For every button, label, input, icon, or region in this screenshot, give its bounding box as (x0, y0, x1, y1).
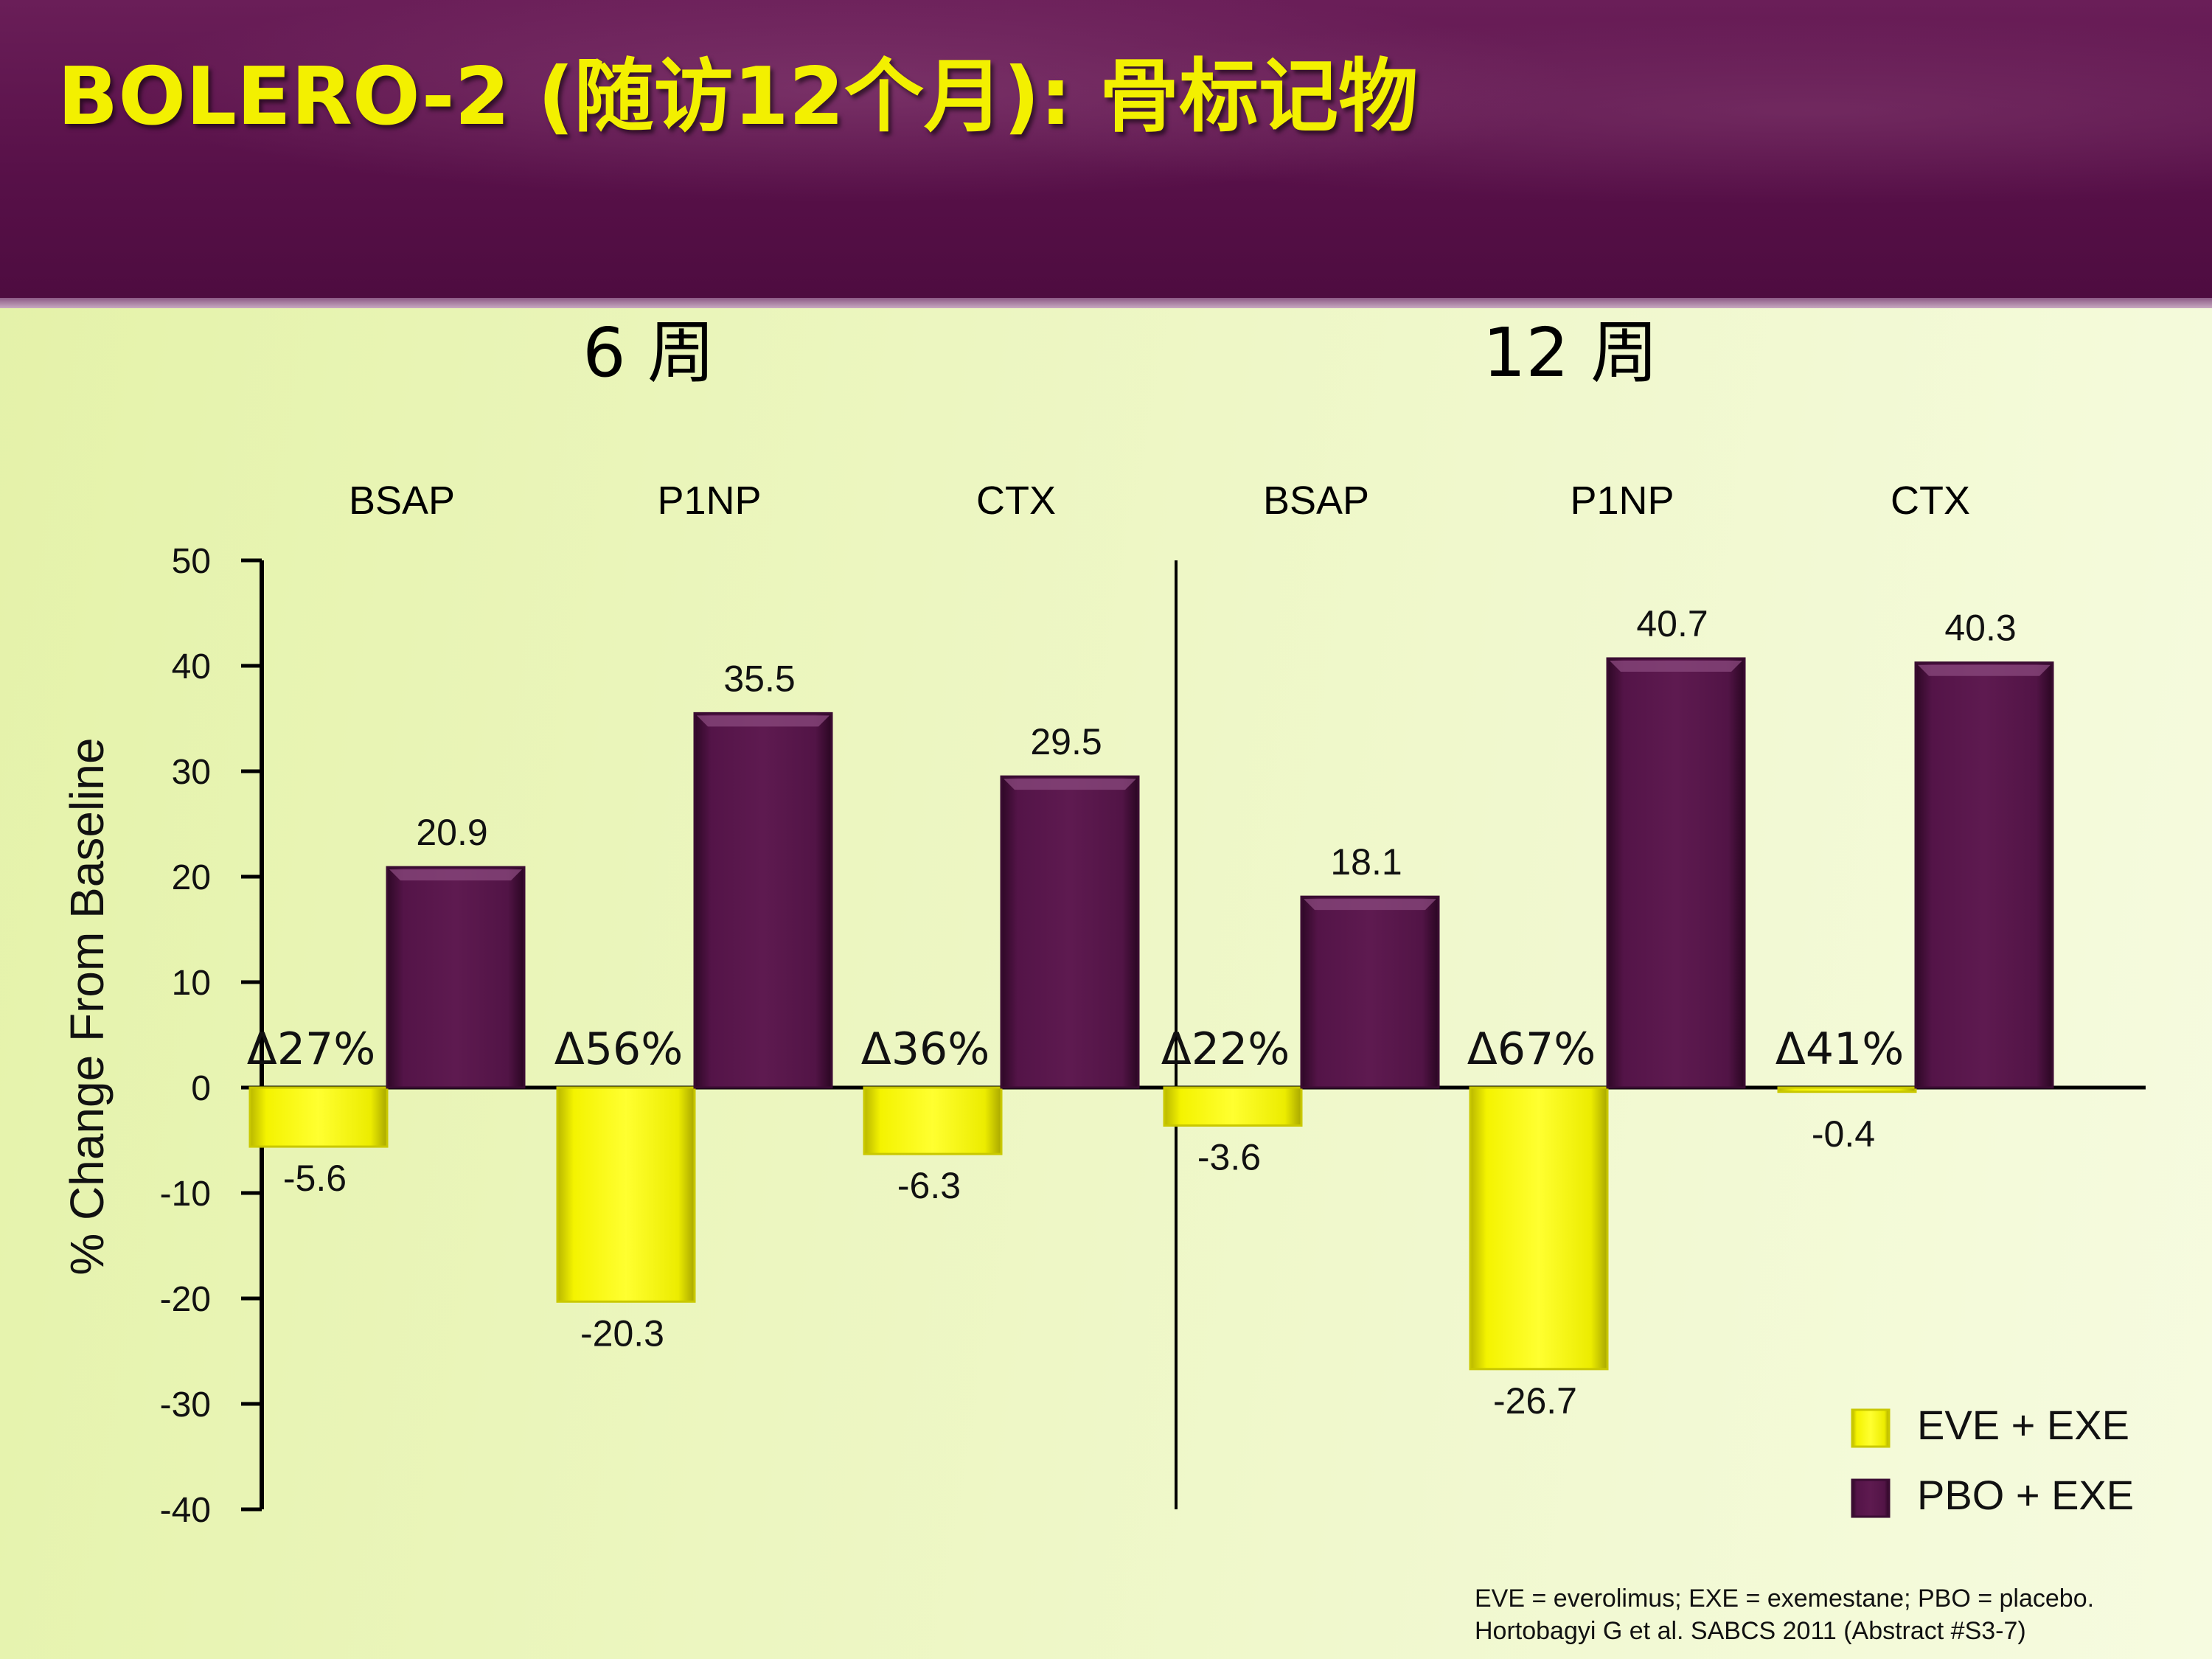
legend-label-eve: EVE + EXE (1917, 1402, 2129, 1448)
group-header: 6 周 (582, 313, 715, 392)
bar-bevel (389, 869, 522, 881)
category-label: CTX (1891, 479, 1970, 523)
legend-label-pbo: PBO + EXE (1917, 1472, 2134, 1518)
value-label-pbo: 35.5 (723, 658, 795, 699)
category-label: BSAP (1263, 479, 1369, 523)
bar-pbo-exe (1914, 661, 2054, 1089)
value-label-eve: -0.4 (1812, 1113, 1875, 1155)
y-axis-title: % Change From Baseline (60, 737, 114, 1275)
footnote: EVE = everolimus; EXE = exemestane; PBO … (1475, 1582, 2094, 1647)
footnote-citation: Hortobagyi G et al. SABCS 2011 (Abstract… (1475, 1617, 2026, 1645)
slide-title: BOLERO-2 (随访12个月): 骨标记物 (58, 51, 1419, 143)
delta-label: Δ41% (1775, 1023, 1904, 1075)
value-label-pbo: 18.1 (1330, 841, 1402, 883)
bar-pbo-exe (386, 866, 526, 1089)
bar-bevel (697, 715, 830, 727)
footnote-abbreviations: EVE = everolimus; EXE = exemestane; PBO … (1475, 1585, 2095, 1613)
category-label: P1NP (1570, 479, 1674, 523)
value-label-pbo: 20.9 (416, 812, 487, 853)
bar-bevel (1304, 899, 1436, 911)
delta-label: Δ36% (861, 1023, 990, 1075)
value-label-eve: -20.3 (580, 1312, 664, 1354)
value-label-eve: -26.7 (1493, 1380, 1577, 1422)
delta-label: Δ56% (554, 1023, 683, 1075)
bar-bevel (1610, 660, 1742, 672)
bar-eve-exe (556, 1086, 696, 1303)
y-tick-label: 20 (172, 858, 211, 897)
y-tick-label: 40 (172, 647, 211, 686)
value-label-pbo: 40.7 (1636, 603, 1708, 644)
y-tick-label: -20 (160, 1280, 211, 1319)
y-tick-label: 30 (172, 753, 211, 792)
banner-divider (0, 298, 2212, 308)
value-label-eve: -5.6 (283, 1158, 347, 1199)
bar-eve-exe (248, 1086, 389, 1148)
value-label-eve: -6.3 (897, 1165, 961, 1206)
bar-eve-exe (1777, 1086, 1917, 1093)
value-label-eve: -3.6 (1197, 1136, 1261, 1178)
bar-pbo-exe (1606, 657, 1746, 1089)
bar-eve-exe (863, 1086, 1003, 1155)
group-header: 12 周 (1483, 313, 1658, 392)
title-banner (0, 0, 2212, 298)
delta-label: Δ22% (1161, 1023, 1290, 1075)
legend-swatch-eve (1851, 1408, 1891, 1448)
bar-eve-exe (1163, 1086, 1303, 1127)
delta-label: Δ27% (247, 1023, 375, 1075)
value-label-pbo: 29.5 (1030, 721, 1102, 762)
bar-bevel (1918, 664, 2051, 676)
bar-pbo-exe (1000, 775, 1140, 1089)
y-tick-label: 50 (172, 542, 211, 581)
bar-eve-exe (1469, 1086, 1609, 1371)
bar-bevel (1004, 779, 1136, 790)
category-label: BSAP (349, 479, 455, 523)
legend-swatch-pbo (1851, 1478, 1891, 1518)
bar-pbo-exe (1300, 895, 1440, 1089)
category-label: CTX (976, 479, 1056, 523)
category-label: P1NP (657, 479, 761, 523)
y-tick-label: -10 (160, 1175, 211, 1214)
y-tick-label: -30 (160, 1385, 211, 1425)
delta-label: Δ67% (1467, 1023, 1596, 1075)
y-tick-label: 0 (191, 1069, 211, 1108)
value-label-pbo: 40.3 (1944, 608, 2016, 649)
bar-pbo-exe (693, 712, 833, 1089)
y-tick-label: 10 (172, 964, 211, 1003)
y-tick-label: -40 (160, 1491, 211, 1530)
